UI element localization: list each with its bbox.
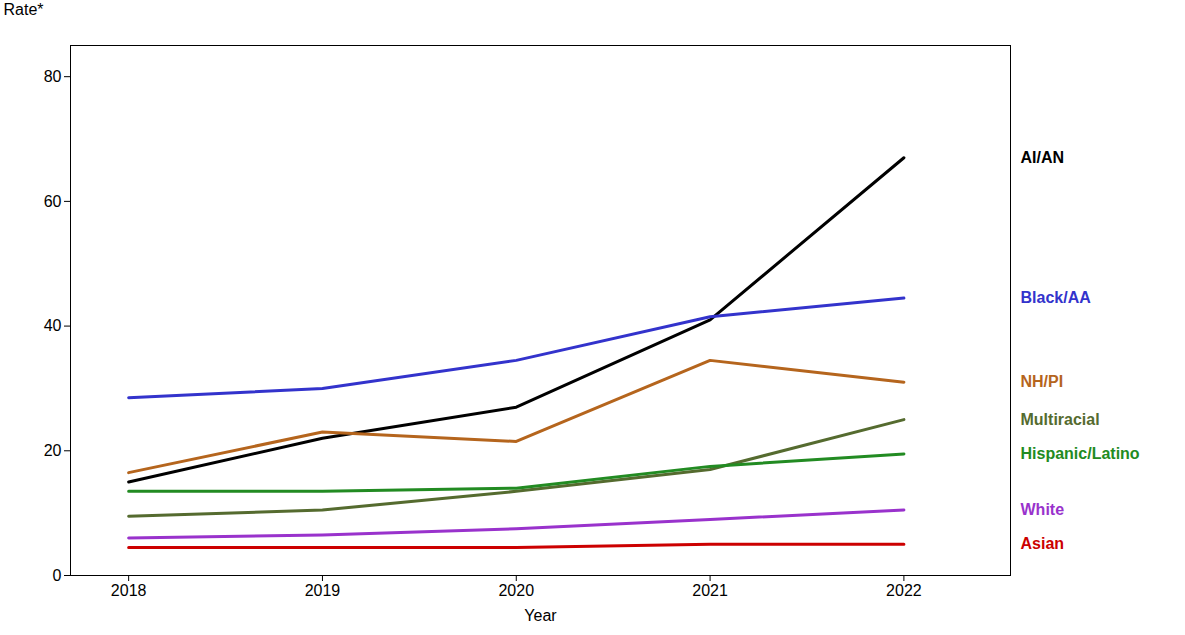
svg-text:2022: 2022: [886, 582, 922, 599]
svg-text:2020: 2020: [498, 582, 534, 599]
svg-text:Asian: Asian: [1021, 535, 1065, 552]
svg-text:0: 0: [53, 567, 62, 584]
svg-text:White: White: [1021, 501, 1065, 518]
svg-text:20: 20: [44, 442, 62, 459]
svg-text:Year: Year: [524, 607, 557, 624]
svg-text:Rate*: Rate*: [4, 1, 44, 18]
svg-text:NH/PI: NH/PI: [1021, 373, 1064, 390]
svg-text:2019: 2019: [305, 582, 341, 599]
svg-text:40: 40: [44, 317, 62, 334]
svg-text:AI/AN: AI/AN: [1021, 149, 1065, 166]
svg-text:80: 80: [44, 68, 62, 85]
svg-text:Hispanic/Latino: Hispanic/Latino: [1021, 445, 1140, 462]
svg-text:60: 60: [44, 193, 62, 210]
svg-text:Multiracial: Multiracial: [1021, 411, 1100, 428]
svg-text:2018: 2018: [111, 582, 147, 599]
svg-text:Black/AA: Black/AA: [1021, 289, 1092, 306]
svg-text:2021: 2021: [692, 582, 728, 599]
